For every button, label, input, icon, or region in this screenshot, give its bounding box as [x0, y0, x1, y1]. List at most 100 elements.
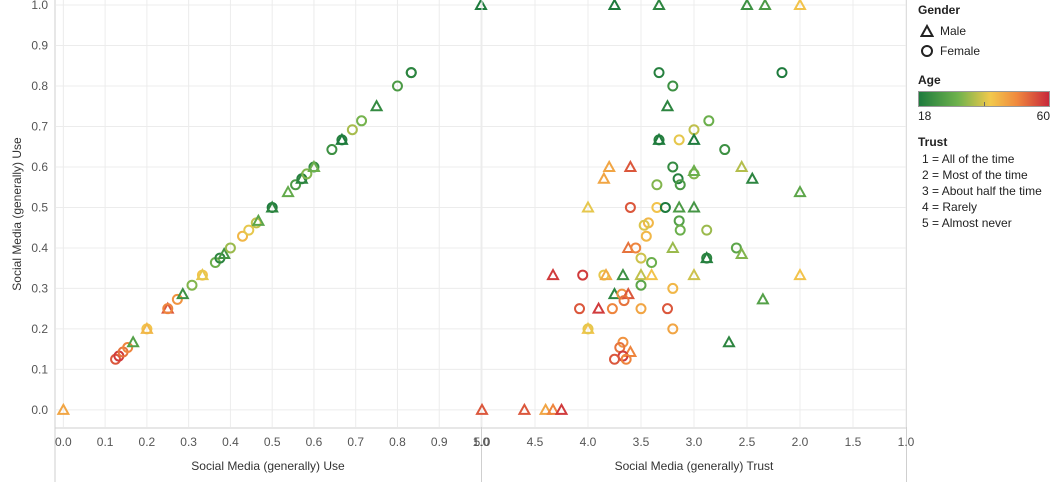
female-data-point — [162, 303, 174, 315]
female-data-point — [356, 115, 368, 127]
male-data-point — [546, 268, 560, 281]
x-tick-label: 1.5 — [845, 435, 862, 449]
male-data-point — [687, 163, 701, 177]
male-data-point — [597, 171, 611, 184]
male-data-point — [616, 268, 630, 281]
female-data-point — [620, 353, 632, 365]
y-tick-label: 0.4 — [31, 241, 48, 255]
female-data-point — [635, 303, 647, 315]
female-data-point — [186, 279, 198, 291]
x-tick-label: 0.8 — [389, 435, 406, 449]
x-tick-label: 2.5 — [739, 435, 756, 449]
female-data-point — [701, 224, 713, 236]
male-data-point — [740, 0, 754, 10]
female-data-point — [326, 144, 338, 156]
x-tick-label: 4.0 — [580, 435, 597, 449]
female-data-point — [667, 161, 679, 173]
male-data-point — [758, 0, 772, 10]
trust-item: 1 = All of the time — [922, 152, 1015, 166]
x-tick-label: 0.9 — [431, 435, 448, 449]
female-data-point — [224, 242, 236, 254]
x-tick-label: 0.2 — [139, 435, 156, 449]
female-data-point — [237, 230, 249, 242]
circle-icon — [921, 45, 933, 57]
y-tick-label: 0.1 — [31, 362, 48, 376]
male-data-point — [176, 287, 190, 300]
male-data-point — [126, 335, 140, 348]
female-data-point — [672, 173, 684, 185]
female-data-point — [618, 295, 630, 307]
male-data-point — [607, 0, 622, 10]
female-data-point — [703, 115, 715, 127]
legend-female-item: Female — [918, 41, 1056, 61]
x-axis-title: Social Media (generally) Use — [191, 459, 345, 473]
male-data-point — [602, 159, 616, 172]
male-data-point — [599, 268, 613, 281]
male-data-point — [475, 402, 489, 415]
male-data-point — [652, 132, 666, 145]
male-data-point — [660, 99, 675, 112]
male-data-point — [745, 171, 759, 184]
female-data-point — [606, 303, 618, 315]
male-data-point — [666, 240, 680, 253]
female-data-point — [674, 179, 686, 191]
legend-gender-title: Gender — [918, 3, 961, 17]
trust-item: 5 = Almost never — [922, 216, 1012, 230]
x-tick-label: 1.0 — [898, 435, 915, 449]
male-data-point — [517, 402, 532, 415]
female-data-point — [662, 303, 673, 315]
male-data-point — [195, 268, 210, 281]
female-data-point — [122, 342, 134, 354]
age-min-label: 18 — [918, 109, 932, 123]
male-data-point — [700, 251, 714, 264]
male-data-point — [546, 402, 560, 415]
x-tick-label: 1.0 — [473, 435, 490, 449]
male-data-point — [687, 200, 701, 213]
female-data-point — [624, 201, 636, 213]
female-data-point — [635, 279, 647, 291]
x-tick-label: 3.5 — [633, 435, 650, 449]
legend-female-label: Female — [940, 44, 981, 58]
trust-item: 2 = Most of the time — [922, 168, 1028, 182]
female-data-point — [635, 252, 647, 264]
x-tick-label: 2.0 — [792, 435, 809, 449]
female-data-point — [719, 144, 731, 156]
female-data-point — [577, 269, 589, 281]
male-data-point — [251, 213, 266, 226]
female-data-point — [667, 323, 679, 335]
legend-age-title: Age — [918, 73, 941, 87]
male-data-point — [56, 402, 71, 415]
y-tick-label: 0.6 — [31, 160, 48, 174]
age-color-gradient — [918, 91, 1050, 107]
x-tick-label: 4.5 — [527, 435, 544, 449]
male-data-point — [634, 268, 648, 281]
male-data-point — [217, 246, 231, 260]
y-tick-label: 0.2 — [31, 322, 48, 336]
male-data-point — [581, 200, 595, 213]
male-data-point — [369, 99, 384, 112]
x-tick-label: 0.5 — [264, 435, 281, 449]
male-data-point — [687, 268, 701, 281]
female-data-point — [630, 242, 642, 254]
female-data-point — [574, 303, 586, 315]
male-data-point — [793, 185, 807, 198]
x-tick-label: 0.0 — [55, 435, 72, 449]
x-tick-label: 0.7 — [347, 435, 364, 449]
y-tick-label: 0.5 — [31, 200, 48, 214]
female-data-point — [609, 353, 620, 365]
age-range-labels: 18 60 — [918, 109, 1050, 123]
legend-trust-title: Trust — [918, 135, 948, 149]
female-data-point — [290, 179, 302, 191]
female-data-point — [346, 124, 358, 136]
legend-male-item: Male — [918, 21, 1056, 41]
male-data-point — [735, 159, 749, 172]
female-data-point — [405, 67, 417, 79]
age-max-label: 60 — [1036, 109, 1050, 123]
y-axis-title: Social Media (generally) Use — [10, 137, 24, 291]
male-data-point — [265, 200, 279, 213]
x-tick-label: 5.0 — [474, 435, 491, 449]
female-data-point — [674, 224, 686, 236]
y-tick-label: 0.7 — [31, 119, 48, 133]
